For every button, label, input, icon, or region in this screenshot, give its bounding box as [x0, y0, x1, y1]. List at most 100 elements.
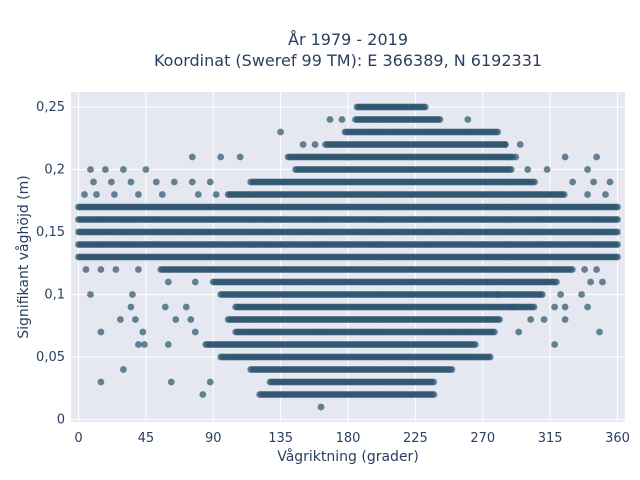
data-point [512, 153, 520, 161]
data-point [515, 328, 523, 336]
data-point [182, 303, 190, 311]
data-point [557, 291, 564, 298]
data-point [551, 341, 558, 348]
data-point [578, 291, 585, 298]
data-point [614, 216, 621, 223]
y-ticks: 0 0,05 0,1 0,15 0,2 0,25 [36, 100, 65, 428]
data-point [430, 378, 437, 386]
data-point [614, 241, 621, 248]
data-point [311, 141, 319, 148]
data-point [127, 303, 135, 311]
data-point [516, 141, 524, 148]
data-point [90, 178, 97, 186]
data-point [188, 178, 196, 186]
data-point [164, 278, 172, 286]
x-tick-label: 135 [268, 431, 293, 446]
data-point [553, 278, 560, 286]
data-point [170, 178, 178, 186]
data-point [108, 178, 115, 186]
data-point [81, 191, 88, 198]
data-point [614, 203, 621, 211]
data-point [501, 141, 509, 148]
data-point [584, 191, 591, 198]
data-point [299, 141, 307, 148]
data-point [599, 278, 606, 286]
y-tick-label: 0 [57, 413, 65, 428]
y-tick-label: 0,05 [36, 350, 65, 365]
x-tick-label: 225 [403, 431, 428, 446]
data-point [135, 341, 142, 348]
data-point [120, 366, 127, 373]
data-point [509, 303, 517, 311]
data-point [584, 303, 591, 311]
data-point [568, 266, 576, 273]
data-point [167, 378, 175, 386]
data-point [581, 266, 588, 273]
data-point [421, 103, 429, 111]
data-point [590, 178, 597, 186]
data-point [527, 316, 535, 323]
data-point [82, 266, 90, 273]
data-point [212, 191, 220, 198]
data-point [430, 391, 438, 398]
y-tick-label: 0,1 [44, 288, 65, 303]
y-tick-label: 0,2 [44, 163, 65, 178]
data-point [561, 303, 569, 311]
data-point [164, 341, 172, 348]
data-point [602, 191, 609, 198]
chart-title: År 1979 - 2019 [288, 30, 408, 49]
point-layer [81, 116, 614, 398]
data-point [142, 166, 150, 173]
data-point [172, 316, 180, 323]
x-tick-label: 90 [205, 431, 222, 446]
data-point [191, 328, 199, 336]
x-tick-label: 315 [538, 431, 563, 446]
y-axis-title: Signifikant våghöjd (m) [15, 175, 32, 338]
data-point [587, 278, 594, 286]
data-point [494, 291, 502, 298]
data-point [326, 116, 334, 123]
data-point [524, 166, 532, 173]
data-point [158, 191, 166, 198]
data-point [606, 178, 614, 186]
data-point [132, 316, 139, 323]
data-point [614, 253, 621, 261]
data-point [152, 178, 160, 186]
data-point [507, 166, 515, 173]
y-tick-label: 0,25 [36, 100, 65, 115]
data-point [135, 266, 142, 273]
data-point [486, 353, 494, 361]
y-tick-label: 0,15 [36, 225, 65, 240]
band-layer [75, 103, 621, 411]
data-point [569, 178, 576, 186]
data-point [561, 316, 569, 323]
data-point [530, 303, 538, 311]
data-point [531, 178, 538, 186]
data-point [187, 316, 195, 323]
data-point [596, 328, 603, 336]
data-point [471, 341, 479, 348]
data-point [540, 316, 548, 323]
data-point [206, 178, 214, 186]
data-point [206, 378, 214, 386]
data-point [191, 278, 199, 286]
data-point [494, 128, 502, 136]
data-point [112, 266, 120, 273]
x-tick-label: 270 [470, 431, 495, 446]
data-point [614, 228, 621, 236]
data-point [338, 116, 346, 123]
data-point [496, 316, 503, 323]
data-point [87, 291, 94, 298]
data-point [135, 191, 142, 198]
data-point [139, 328, 147, 336]
data-point [129, 291, 136, 298]
x-tick-label: 0 [74, 431, 82, 446]
chart-subtitle: Koordinat (Sweref 99 TM): E 366389, N 61… [154, 51, 542, 70]
data-point [436, 116, 444, 123]
x-axis-title: Vågriktning (grader) [277, 448, 419, 465]
data-point [141, 341, 148, 348]
data-point [194, 191, 202, 198]
data-point [491, 328, 498, 336]
